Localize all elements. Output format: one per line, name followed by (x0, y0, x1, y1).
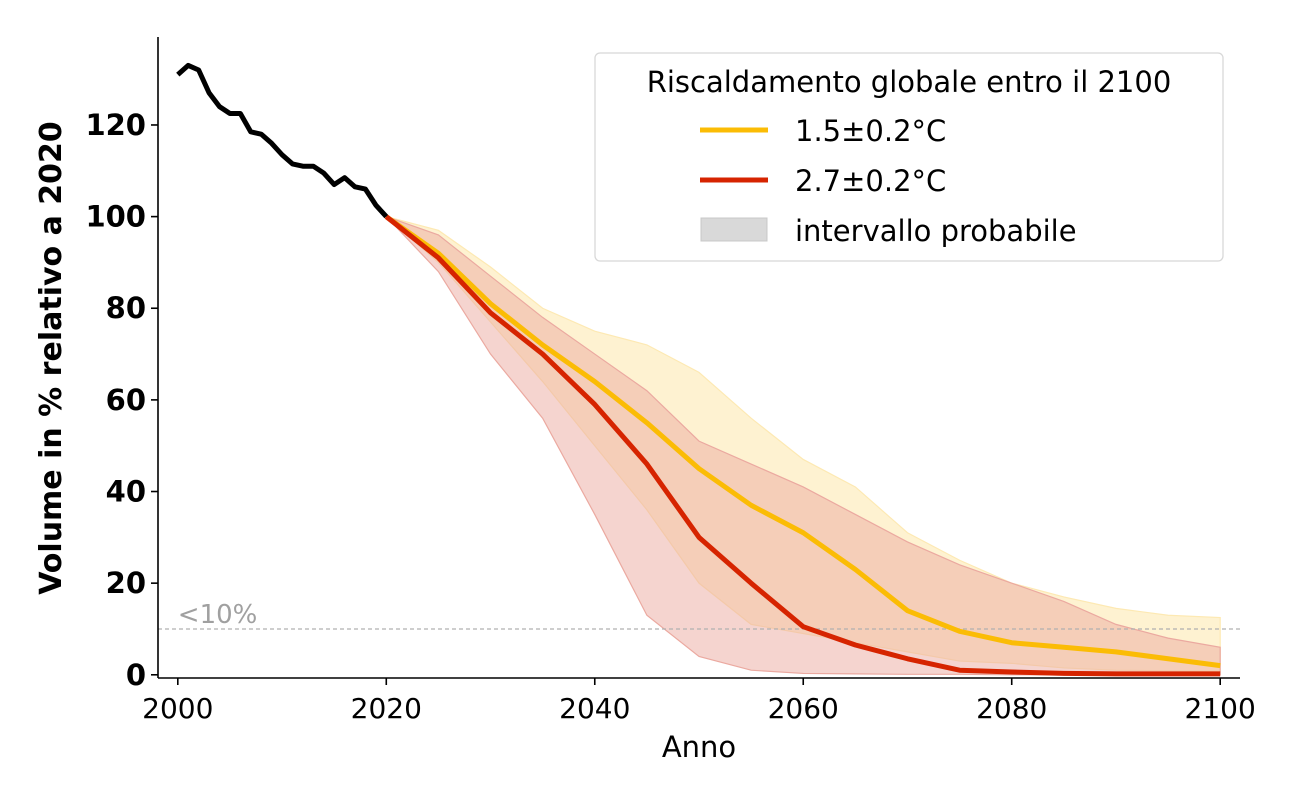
legend-title: Riscaldamento globale entro il 2100 (647, 65, 1172, 99)
range-band-1 (385, 216, 1221, 676)
y-tick-label: 40 (106, 475, 146, 509)
y-tick-label: 20 (106, 566, 146, 600)
x-tick-label: 2000 (142, 692, 213, 725)
y-axis-label: Volume in % relativo a 2020 (34, 121, 69, 595)
legend: Riscaldamento globale entro il 2100 1.5±… (594, 52, 1224, 262)
threshold-label: <10% (178, 600, 258, 630)
x-tick-label: 2080 (976, 692, 1047, 725)
legend-entry-2-7: 2.7±0.2°C (795, 164, 946, 198)
y-tick-label: 0 (126, 658, 146, 692)
legend-entry-range: intervallo probabile (795, 214, 1077, 248)
y-tick-label: 120 (85, 108, 146, 142)
y-tick-label: 80 (106, 291, 146, 325)
y-tick-label: 60 (106, 383, 146, 417)
x-tick-label: 2040 (559, 692, 630, 725)
series-line-1 (384, 214, 1221, 677)
x-tick-label: 2100 (1185, 692, 1256, 725)
legend-swatch-range (700, 217, 768, 242)
series-line-0 (384, 214, 1221, 669)
history-line (176, 62, 389, 219)
legend-entry-1-5: 1.5±0.2°C (795, 114, 946, 148)
x-axis-label: Anno (662, 730, 736, 764)
x-tick-label: 2020 (351, 692, 422, 725)
legend-box (594, 52, 1224, 262)
x-tick-label: 2060 (768, 692, 839, 725)
y-tick-label: 100 (85, 200, 146, 234)
